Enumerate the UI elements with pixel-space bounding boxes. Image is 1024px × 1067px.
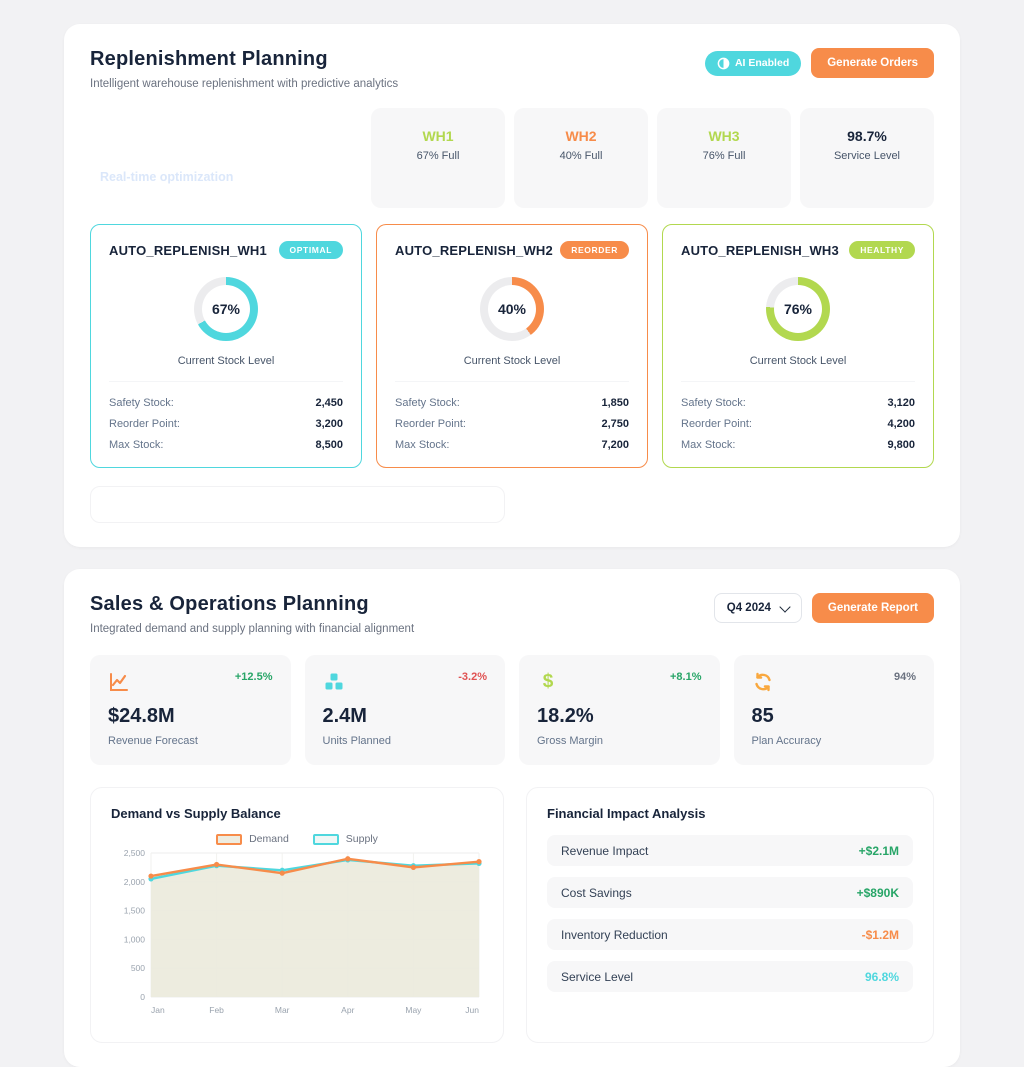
ai-enabled-badge: AI Enabled — [704, 50, 802, 76]
stat-row: Max Stock: 7,200 — [395, 438, 629, 451]
stat-row: Reorder Point: 3,200 — [109, 417, 343, 430]
stock-donut-chart: 76% — [766, 277, 830, 341]
svg-text:500: 500 — [131, 963, 145, 973]
stat-row: Safety Stock: 2,450 — [109, 396, 343, 409]
status-badge: HEALTHY — [849, 241, 915, 259]
financial-row-service-level: Service Level 96.8% — [547, 961, 913, 992]
warehouse-3d-viz: Real-time optimization — [90, 108, 371, 208]
chart-title: Demand vs Supply Balance — [111, 806, 281, 821]
stat-row: Safety Stock: 1,850 — [395, 396, 629, 409]
dashboard-page: Replenishment Planning Intelligent wareh… — [64, 24, 960, 1067]
kpi-value: 85 — [751, 705, 774, 727]
chart-legend: Demand Supply — [111, 833, 483, 845]
kpi-label: Gross Margin — [537, 735, 604, 747]
replenish-card-title: AUTO_REPLENISH_WH1 — [109, 242, 267, 258]
stock-donut-chart: 40% — [480, 277, 544, 341]
kpi-label: Plan Accuracy — [751, 735, 822, 747]
replenishment-panel: Replenishment Planning Intelligent wareh… — [64, 24, 960, 547]
svg-text:0: 0 — [140, 992, 145, 1002]
sop-panel: Sales & Operations Planning Integrated d… — [64, 569, 960, 1067]
donut-caption: Current Stock Level — [177, 355, 275, 367]
stat-row: Reorder Point: 2,750 — [395, 417, 629, 430]
svg-text:1,000: 1,000 — [124, 934, 146, 944]
generate-orders-button[interactable]: Generate Orders — [811, 48, 934, 78]
kpi-units-planned: -3.2% 2.4M Units Planned — [304, 655, 505, 765]
financial-row-revenue-impact: Revenue Impact +$2.1M — [547, 835, 913, 866]
warehouse-name: WH3 — [708, 128, 740, 144]
ai-icon — [717, 57, 730, 70]
kpi-value: 18.2% — [537, 705, 594, 727]
replenish-card-wh3: AUTO_REPLENISH_WH3 HEALTHY 76% Current S… — [662, 224, 934, 468]
kpi-label: Revenue Forecast — [108, 735, 198, 747]
financial-title: Financial Impact Analysis — [547, 806, 706, 821]
kpi-label: Units Planned — [322, 735, 392, 747]
service-level-value: 98.7% — [847, 128, 887, 144]
realtime-optimization-label: Real-time optimization — [100, 170, 234, 184]
financial-impact-card: Financial Impact Analysis Revenue Impact… — [526, 787, 934, 1043]
svg-text:1,500: 1,500 — [124, 906, 146, 916]
warehouse-fill: 67% Full — [416, 150, 460, 162]
donut-caption: Current Stock Level — [749, 355, 847, 367]
replenishment-subtitle: Intelligent warehouse replenishment with… — [90, 78, 399, 90]
empty-progress-tray — [90, 486, 505, 523]
warehouse-stat-card: WH3 76% Full — [657, 108, 791, 208]
kpi-plan-accuracy: 94% 85 Plan Accuracy — [733, 655, 934, 765]
service-level-card: 98.7% Service Level — [800, 108, 934, 208]
svg-text:Feb: Feb — [209, 1005, 224, 1015]
svg-text:May: May — [405, 1005, 422, 1015]
chevron-down-icon — [779, 600, 791, 613]
warehouse-name: WH2 — [565, 128, 597, 144]
generate-report-button[interactable]: Generate Report — [811, 593, 934, 623]
svg-text:Jun: Jun — [465, 1005, 479, 1015]
demand-supply-line-chart: 0 500 1,000 1,500 2,000 2,500 Jan Feb Mar Apr May J… — [124, 848, 482, 1015]
kpi-revenue-forecast: +12.5% $24.8M Revenue Forecast — [90, 655, 291, 765]
legend-demand: Demand — [216, 833, 289, 845]
stat-row: Reorder Point: 4,200 — [681, 417, 915, 430]
quarter-select[interactable]: Q4 2024 — [713, 593, 802, 623]
demand-supply-chart-card: Demand vs Supply Balance Demand Supply 0… — [90, 787, 504, 1043]
legend-swatch-demand — [216, 833, 243, 845]
svg-text:Apr: Apr — [341, 1005, 354, 1015]
kpi-delta: -3.2% — [458, 671, 487, 683]
replenish-card-wh1: AUTO_REPLENISH_WH1 OPTIMAL 67% Current S… — [90, 224, 362, 468]
sop-title: Sales & Operations Planning — [90, 593, 369, 615]
replenish-card-title: AUTO_REPLENISH_WH3 — [681, 242, 839, 258]
service-level-label: Service Level — [833, 150, 901, 162]
sync-icon — [752, 671, 774, 693]
kpi-delta: +8.1% — [670, 671, 702, 683]
kpi-value: $24.8M — [108, 705, 175, 727]
replenish-card-wh2: AUTO_REPLENISH_WH2 REORDER 40% Current S… — [376, 224, 648, 468]
warehouse-stat-card: WH1 67% Full — [371, 108, 505, 208]
donut-caption: Current Stock Level — [463, 355, 561, 367]
stat-row: Safety Stock: 3,120 — [681, 396, 915, 409]
stat-row: Max Stock: 8,500 — [109, 438, 343, 451]
svg-text:Mar: Mar — [275, 1005, 290, 1015]
kpi-delta: 94% — [893, 671, 916, 683]
stat-row: Max Stock: 9,800 — [681, 438, 915, 451]
stock-donut-chart: 67% — [194, 277, 258, 341]
status-badge: OPTIMAL — [278, 241, 343, 259]
trend-chart-icon — [108, 671, 130, 693]
svg-text:2,500: 2,500 — [124, 848, 146, 858]
replenish-card-title: AUTO_REPLENISH_WH2 — [395, 242, 553, 258]
kpi-gross-margin: $ +8.1% 18.2% Gross Margin — [519, 655, 720, 765]
warehouse-fill: 40% Full — [559, 150, 603, 162]
kpi-delta: +12.5% — [234, 671, 273, 683]
legend-supply: Supply — [312, 833, 378, 845]
legend-swatch-supply — [312, 833, 339, 845]
dollar-icon: $ — [542, 671, 554, 692]
warehouse-stat-card: WH2 40% Full — [514, 108, 648, 208]
warehouse-name: WH1 — [422, 128, 454, 144]
sop-subtitle: Integrated demand and supply planning wi… — [90, 623, 415, 635]
warehouse-fill: 76% Full — [702, 150, 746, 162]
svg-text:Jan: Jan — [151, 1005, 165, 1015]
svg-text:2,000: 2,000 — [124, 877, 146, 887]
kpi-value: 2.4M — [322, 705, 367, 727]
financial-row-cost-savings: Cost Savings +$890K — [547, 877, 913, 908]
financial-row-inventory-reduction: Inventory Reduction -$1.2M — [547, 919, 913, 950]
replenishment-title: Replenishment Planning — [90, 48, 328, 70]
units-boxes-icon — [323, 671, 345, 693]
status-badge: REORDER — [560, 241, 629, 259]
